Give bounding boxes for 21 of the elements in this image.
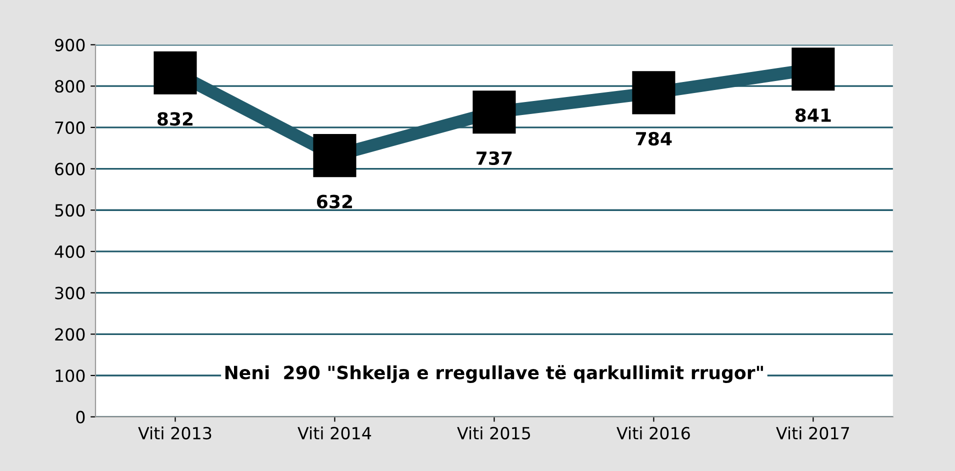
x-tick-label: Viti 2016 (616, 426, 690, 440)
y-tick-label: 500 (55, 204, 85, 217)
data-label: 737 (476, 151, 512, 165)
y-tick-label: 600 (55, 162, 85, 176)
y-tick-label: 700 (55, 121, 85, 134)
y-tick-label: 200 (55, 328, 85, 341)
data-label: 832 (158, 112, 193, 126)
x-tick-label: Viti 2014 (298, 426, 372, 440)
x-tick-label: Viti 2015 (457, 426, 530, 440)
text: Neni 290 "Shkelja e rregullave të qarkullimit rrugor" (225, 365, 763, 383)
y-tick-label: 800 (55, 80, 85, 93)
y-tick-label: 900 (55, 38, 85, 52)
x-tick-label: Viti 2013 (138, 426, 212, 440)
y-tick-label: 400 (54, 245, 85, 258)
y-tick-label: 0 (76, 410, 85, 424)
y-tick-label: 100 (56, 369, 85, 382)
x-tick-label: Viti 2017 (776, 426, 850, 440)
data-label: 841 (795, 108, 831, 122)
data-label: 632 (317, 194, 352, 208)
y-tick-label: 300 (55, 286, 85, 300)
data-label: 784 (636, 132, 672, 146)
